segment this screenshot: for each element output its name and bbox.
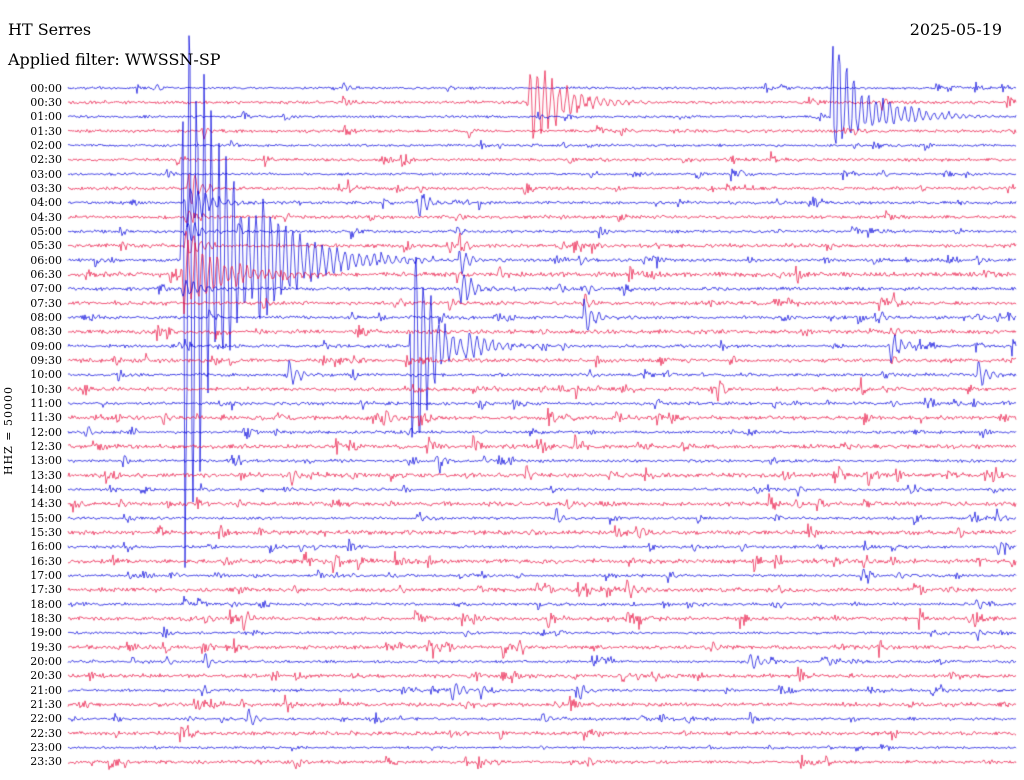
date-label: 2025-05-19: [909, 20, 1002, 39]
time-label: 15:30: [30, 526, 62, 540]
time-label: 11:30: [30, 411, 62, 425]
time-label: 16:30: [30, 554, 62, 568]
time-label: 02:30: [30, 153, 62, 167]
time-label: 07:00: [30, 282, 62, 296]
time-label: 03:30: [30, 181, 62, 195]
time-label: 21:00: [30, 683, 62, 697]
filter-label: Applied filter: WWSSN-SP: [8, 50, 221, 69]
time-label: 18:00: [30, 597, 62, 611]
time-label: 03:00: [30, 167, 62, 181]
time-label: 06:30: [30, 267, 62, 281]
time-label: 09:30: [30, 353, 62, 367]
time-label: 19:00: [30, 626, 62, 640]
time-label: 02:00: [30, 138, 62, 152]
time-label: 17:00: [30, 569, 62, 583]
time-label: 23:00: [30, 741, 62, 755]
time-label: 16:00: [30, 540, 62, 554]
time-label: 08:30: [30, 325, 62, 339]
time-label: 14:30: [30, 497, 62, 511]
time-label: 17:30: [30, 583, 62, 597]
time-label: 19:30: [30, 640, 62, 654]
time-label: 22:30: [30, 726, 62, 740]
scale-label: HHZ = 50000: [2, 386, 15, 476]
time-label: 00:30: [30, 95, 62, 109]
time-label: 00:00: [30, 81, 62, 95]
time-label: 20:00: [30, 655, 62, 669]
time-label: 11:00: [30, 396, 62, 410]
time-label: 12:30: [30, 440, 62, 453]
time-label: 14:00: [30, 483, 62, 497]
time-label: 01:30: [30, 124, 62, 138]
time-label: 07:30: [30, 296, 62, 310]
time-label: 05:00: [30, 224, 62, 238]
time-label: 15:00: [30, 511, 62, 525]
time-label: 13:00: [30, 454, 62, 468]
time-label: 05:30: [30, 239, 62, 253]
station-title: HT Serres: [8, 20, 92, 39]
time-label: 22:00: [30, 712, 62, 726]
time-label: 10:30: [30, 382, 62, 396]
time-label: 18:30: [30, 612, 62, 626]
time-label: 09:00: [30, 339, 62, 353]
time-label: 04:30: [30, 210, 62, 224]
time-label: 13:30: [30, 468, 62, 482]
time-label: 10:00: [30, 368, 62, 382]
time-label: 23:30: [30, 755, 62, 769]
time-label: 20:30: [30, 669, 62, 683]
time-label: 01:00: [30, 110, 62, 124]
time-label: 06:00: [30, 253, 62, 267]
time-label: 12:00: [30, 425, 62, 439]
time-label: 08:00: [30, 310, 62, 324]
time-label: 21:30: [30, 698, 62, 712]
time-label: 04:00: [30, 196, 62, 210]
